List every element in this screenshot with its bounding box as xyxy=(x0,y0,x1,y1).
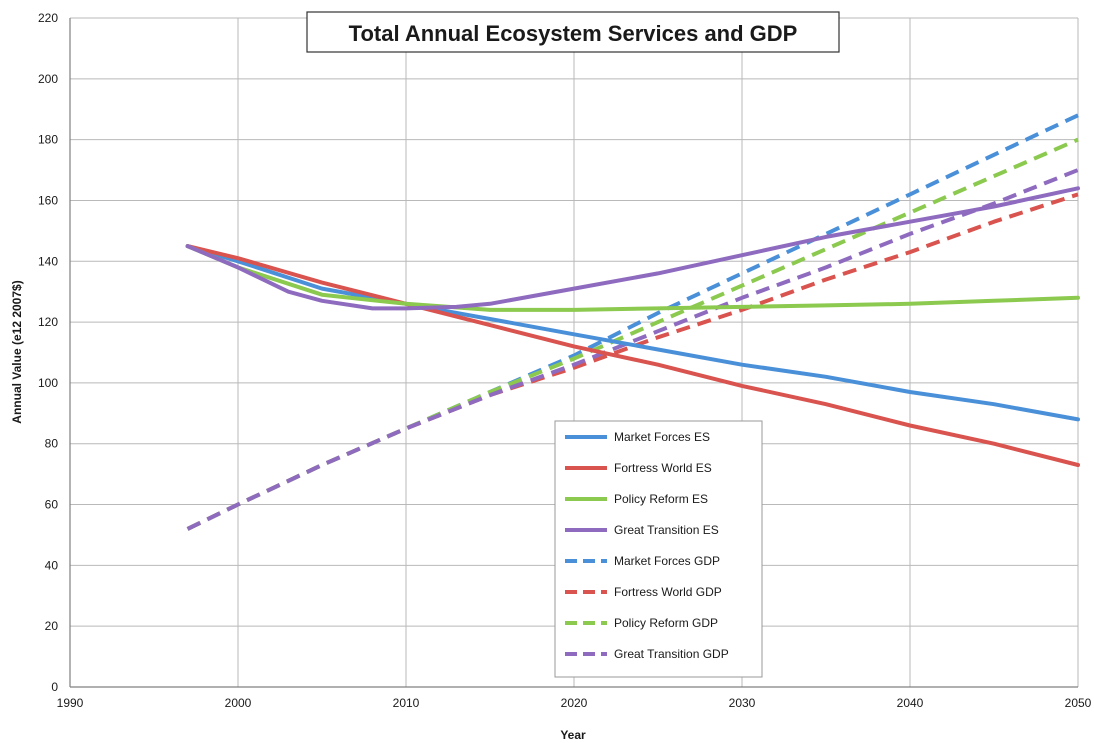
legend-label: Fortress World GDP xyxy=(614,585,722,599)
legend: Market Forces ES Fortress World ES Policy … xyxy=(554,420,763,678)
y-tick-label: 120 xyxy=(38,315,58,329)
series-line-fortress-world-es xyxy=(185,244,1080,467)
x-tick-label: 2050 xyxy=(1065,696,1092,710)
y-tick-label: 160 xyxy=(38,193,58,207)
y-tick-label: 80 xyxy=(45,437,59,451)
legend-box xyxy=(554,420,763,678)
series-line-great-transition-es xyxy=(185,186,1080,311)
series-line-market-forces-es xyxy=(185,244,1080,422)
x-tick-label: 2020 xyxy=(561,696,588,710)
legend-label: Great Transition ES xyxy=(614,523,719,537)
y-tick-label: 20 xyxy=(45,619,59,633)
legend-label: Fortress World ES xyxy=(614,461,712,475)
x-tick-label: 2040 xyxy=(897,696,924,710)
y-tick-label: 220 xyxy=(38,11,58,25)
legend-item: Great Transition GDP xyxy=(565,647,729,661)
series-line-great-transition-gdp xyxy=(186,168,1079,531)
legend-item: Market Forces ES xyxy=(565,430,710,444)
chart-title: Total Annual Ecosystem Services and GDP xyxy=(349,21,798,46)
series-line-policy-reform-es xyxy=(185,244,1080,312)
legend-label: Great Transition GDP xyxy=(614,647,729,661)
legend-item: Policy Reform GDP xyxy=(565,616,718,630)
y-tick-label: 180 xyxy=(38,133,58,147)
legend-label: Market Forces GDP xyxy=(614,554,720,568)
legend-label: Market Forces ES xyxy=(614,430,710,444)
legend-item: Fortress World ES xyxy=(565,461,712,475)
series-lines xyxy=(185,113,1080,531)
y-axis-title: Annual Value (e12 2007$) xyxy=(10,280,24,423)
legend-label: Policy Reform GDP xyxy=(614,616,718,630)
legend-item: Market Forces GDP xyxy=(565,554,720,568)
y-tick-label: 200 xyxy=(38,72,58,86)
legend-label: Policy Reform ES xyxy=(614,492,708,506)
y-tick-label: 100 xyxy=(38,376,58,390)
y-tick-label: 60 xyxy=(45,498,59,512)
legend-item: Fortress World GDP xyxy=(565,585,722,599)
y-tick-label: 0 xyxy=(51,680,58,694)
x-axis-title: Year xyxy=(560,728,586,742)
legend-item: Great Transition ES xyxy=(565,523,719,537)
x-tick-label: 2000 xyxy=(225,696,252,710)
x-tick-label: 2030 xyxy=(729,696,756,710)
y-tick-label: 40 xyxy=(45,558,59,572)
x-tick-label: 2010 xyxy=(393,696,420,710)
chart-title-frame xyxy=(306,11,840,53)
legend-item: Policy Reform ES xyxy=(565,492,708,506)
x-tick-label: 1990 xyxy=(57,696,84,710)
y-tick-label: 140 xyxy=(38,254,58,268)
chart-title-box: Total Annual Ecosystem Services and GDP xyxy=(306,11,840,53)
